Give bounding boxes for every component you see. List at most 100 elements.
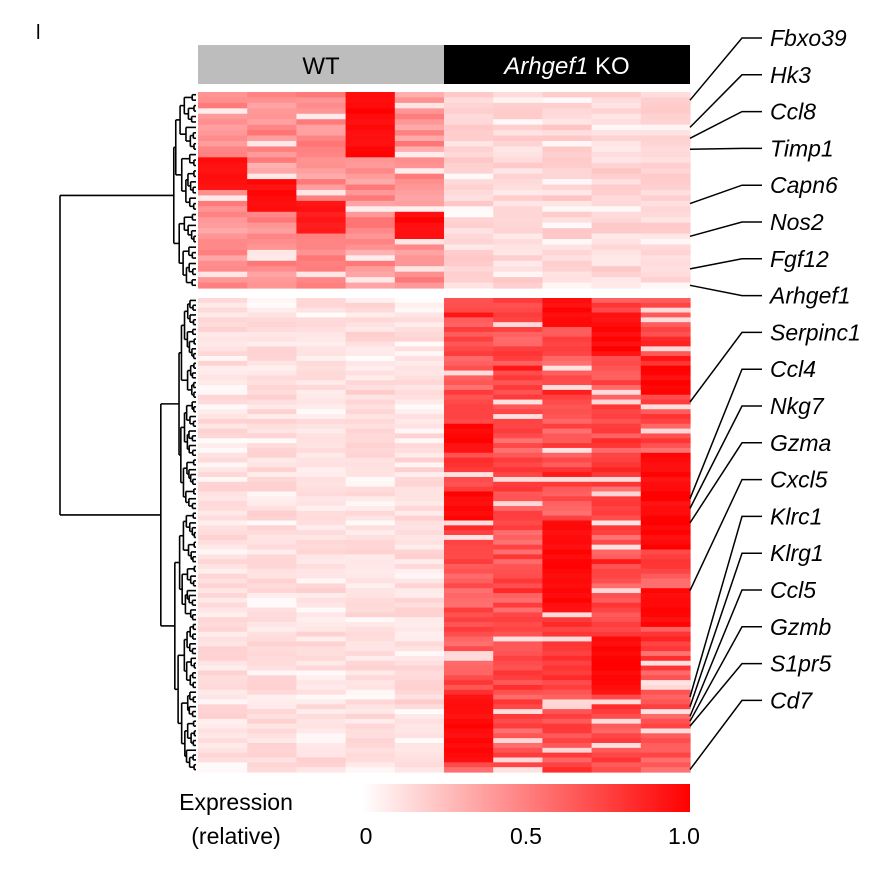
heatmap-cell [345,228,396,235]
heatmap-cell [640,255,691,262]
heatmap-cell [247,233,297,240]
heatmap-cell [296,179,347,186]
heatmap-cell [296,559,347,565]
heatmap-cell [247,646,297,652]
heatmap-cell [345,733,396,739]
heatmap-cell [296,423,347,430]
heatmap-cell [640,433,691,439]
heatmap-cell [394,141,445,148]
heatmap-cell [493,404,543,410]
heatmap-cell [394,428,445,435]
heatmap-cell [394,414,445,420]
heatmap-cell [444,200,494,207]
heatmap-cell [493,564,543,570]
heatmap-cell [198,597,248,604]
heatmap-cell [640,92,691,99]
heatmap-cell [591,670,642,676]
heatmap-cell [444,266,494,273]
heatmap-cell [542,612,593,618]
heatmap-cell [394,92,445,99]
heatmap-cell [394,239,445,246]
heatmap-cell [345,389,396,396]
heatmap-cell [591,157,642,164]
heatmap-cell [591,370,642,376]
heatmap-cell [640,394,691,401]
heatmap-cell [640,709,691,715]
heatmap-cell [296,365,347,372]
heatmap-cell [444,190,494,197]
heatmap-cell [247,742,297,749]
heatmap-cell [247,723,297,730]
heatmap-cell [394,228,445,235]
heatmap-cell [640,438,691,444]
heatmap-cell [198,747,248,754]
heatmap-cell [247,141,297,148]
heatmap-cell [345,486,396,493]
heatmap-cell [444,184,494,191]
heatmap-cell [444,559,494,565]
heatmap-cell [247,206,297,213]
heatmap-cell [198,200,248,207]
heatmap-cell [394,380,445,386]
heatmap-cell [247,443,297,449]
heatmap-cell [640,146,691,153]
gene-leader-line [689,478,762,591]
heatmap-cell [640,467,691,473]
heatmap-cell [542,510,593,517]
heatmap-cell [640,211,691,218]
heatmap-cell [345,135,396,142]
heatmap-cell [394,660,445,667]
heatmap-cell [493,636,543,643]
heatmap-cell [591,757,642,763]
heatmap-cell [296,738,347,744]
heatmap-cell [542,684,593,691]
heatmap-cell [198,457,248,464]
heatmap-cell [394,651,445,657]
heatmap-cell [444,515,494,522]
heatmap-cell [198,380,248,386]
heatmap-cell [296,476,347,483]
heatmap-cell [247,157,297,164]
heatmap-cell [394,617,445,623]
heatmap-cell [345,559,396,565]
heatmap-cell [444,102,494,109]
heatmap-cell [591,124,642,131]
heatmap-cell [345,467,396,473]
heatmap-cell [542,404,593,410]
heatmap-cell [247,298,297,304]
heatmap-cell [198,757,248,763]
heatmap-cell [640,346,691,352]
heatmap-cell [444,641,494,647]
heatmap-cell [444,428,494,435]
heatmap-cell [444,588,494,594]
heatmap-cell [247,767,297,773]
heatmap-cell [247,583,297,589]
heatmap-cell [345,195,396,202]
heatmap-cell [247,462,297,468]
heatmap-cell [591,680,642,686]
heatmap-cell [640,752,691,759]
gene-leader-line [689,626,762,722]
heatmap-cell [542,206,593,213]
heatmap-cell [493,124,543,131]
heatmap-cell [640,351,691,357]
heatmap-cell [296,549,347,555]
heatmap-cell [198,244,248,251]
heatmap-cell [198,312,248,318]
heatmap-cell [345,151,396,158]
gene-label: Fbxo39 [770,25,847,51]
heatmap-cell [444,655,494,662]
heatmap-cell [198,680,248,686]
heatmap-cell [345,718,396,725]
heatmap-cell [198,428,248,435]
heatmap-cell [247,626,297,633]
heatmap-cell [444,501,494,507]
heatmap-cell [296,173,347,180]
heatmap-cell [444,113,494,120]
heatmap-cell [345,457,396,464]
heatmap-cell [198,684,248,691]
heatmap-cell [345,341,396,347]
heatmap-cell [394,157,445,164]
gene-leader-line [689,147,762,150]
heatmap-cell [640,549,691,555]
